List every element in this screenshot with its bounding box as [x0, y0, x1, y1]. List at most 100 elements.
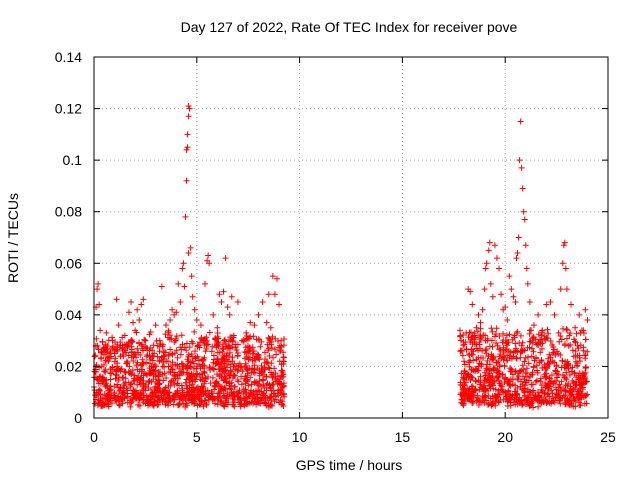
- data-point: [483, 377, 490, 384]
- data-point: [232, 383, 239, 390]
- data-point: [249, 357, 256, 364]
- data-point: [147, 344, 154, 351]
- data-point: [220, 346, 227, 353]
- data-point: [563, 335, 570, 342]
- data-point: [254, 365, 261, 372]
- data-point: [467, 377, 474, 384]
- data-point: [577, 342, 584, 349]
- data-point: [168, 335, 175, 342]
- data-point: [265, 364, 272, 371]
- data-point: [98, 380, 105, 387]
- data-point: [217, 399, 224, 406]
- data-point: [220, 393, 227, 400]
- data-point: [259, 298, 266, 305]
- data-point: [256, 382, 263, 389]
- points-layer: [91, 102, 591, 411]
- data-point: [553, 362, 560, 369]
- data-point: [114, 360, 121, 367]
- data-point: [575, 372, 582, 379]
- data-point: [499, 371, 506, 378]
- data-point: [221, 336, 228, 343]
- data-point: [134, 306, 141, 313]
- data-point: [534, 367, 541, 374]
- data-point: [213, 340, 220, 347]
- data-point: [569, 388, 576, 395]
- data-point: [238, 400, 245, 407]
- data-point: [524, 344, 531, 351]
- data-point: [536, 398, 543, 405]
- data-point: [582, 352, 589, 359]
- data-point: [194, 353, 201, 360]
- data-point: [555, 329, 562, 336]
- data-point: [277, 397, 284, 404]
- data-point: [179, 361, 186, 368]
- data-point: [218, 357, 225, 364]
- data-point: [160, 353, 167, 360]
- data-point: [245, 348, 252, 355]
- data-point: [500, 354, 507, 361]
- data-point: [192, 348, 199, 355]
- data-point: [216, 291, 223, 298]
- data-point: [261, 349, 268, 356]
- data-point: [246, 347, 253, 354]
- data-point: [121, 395, 128, 402]
- data-point: [273, 351, 280, 358]
- data-point: [522, 242, 529, 249]
- data-point: [508, 355, 515, 362]
- data-point: [572, 338, 579, 345]
- data-point: [576, 352, 583, 359]
- data-point: [548, 387, 555, 394]
- data-point: [204, 387, 211, 394]
- data-point: [562, 265, 569, 272]
- data-point: [512, 340, 519, 347]
- data-point: [117, 368, 124, 375]
- y-tick-label: 0.14: [55, 49, 82, 65]
- data-point: [171, 371, 178, 378]
- data-point: [475, 311, 482, 318]
- data-point: [570, 403, 577, 410]
- data-point: [167, 369, 174, 376]
- data-point: [159, 341, 166, 348]
- data-point: [248, 381, 255, 388]
- data-point: [245, 335, 252, 342]
- data-point: [170, 401, 177, 408]
- data-point: [565, 343, 572, 350]
- data-point: [569, 364, 576, 371]
- data-point: [280, 349, 287, 356]
- data-point: [557, 333, 564, 340]
- data-point: [513, 354, 520, 361]
- data-point: [134, 345, 141, 352]
- data-point: [111, 350, 118, 357]
- y-tick-label: 0.06: [55, 255, 82, 271]
- data-point: [97, 327, 104, 334]
- data-point: [269, 273, 276, 280]
- data-point: [561, 342, 568, 349]
- data-point: [155, 392, 162, 399]
- data-point: [102, 381, 109, 388]
- data-point: [178, 360, 185, 367]
- data-point: [523, 265, 530, 272]
- data-point: [482, 387, 489, 394]
- data-point: [130, 375, 137, 382]
- data-point: [518, 342, 525, 349]
- data-point: [565, 362, 572, 369]
- data-point: [530, 348, 537, 355]
- data-point: [564, 400, 571, 407]
- data-point: [186, 373, 193, 380]
- data-point: [175, 280, 182, 287]
- data-point: [214, 330, 221, 337]
- data-point: [535, 331, 542, 338]
- data-point: [493, 340, 500, 347]
- data-point: [479, 385, 486, 392]
- data-point: [534, 377, 541, 384]
- data-point: [130, 353, 137, 360]
- data-point: [235, 390, 242, 397]
- data-point: [546, 393, 553, 400]
- data-point: [194, 342, 201, 349]
- data-point: [194, 370, 201, 377]
- data-point: [214, 401, 221, 408]
- data-point: [571, 370, 578, 377]
- data-point: [522, 379, 529, 386]
- data-point: [225, 344, 232, 351]
- data-point: [105, 393, 112, 400]
